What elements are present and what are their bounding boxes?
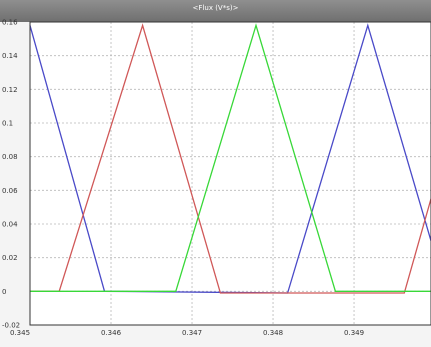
axes-frame [29,21,431,326]
series-group [29,23,431,294]
tick-labels: -0.02 0 0.02 0.04 0.06 0.08 0.1 0.12 0.14 0.16 0.3… [2,19,364,338]
y-tick-label: 0.06 [2,187,18,195]
y-tick-label: 0.04 [2,221,18,229]
y-tick-label: 0.14 [2,52,18,60]
x-tick-label: 0.349 [344,329,364,337]
y-tick-label: 0.08 [2,153,18,161]
plot-area [30,22,431,325]
y-tick-label: 0.1 [2,120,13,128]
x-tick-label: 0.347 [182,329,202,337]
x-tick-label: 0.345 [10,329,30,337]
y-tick-label: -0.02 [2,322,20,330]
y-tick-label: 0.02 [2,254,18,262]
title-bar: <Flux (V*s)> [0,0,431,22]
series-line-3 [30,23,431,292]
x-tick-label: 0.346 [101,329,122,337]
y-tick-label: 0 [2,288,6,296]
plot-title: <Flux (V*s)> [192,4,239,12]
y-tick-label: 0.16 [2,19,18,27]
grid [30,22,431,325]
x-tick-label: 0.348 [263,329,283,337]
y-tick-label: 0.12 [2,86,18,94]
